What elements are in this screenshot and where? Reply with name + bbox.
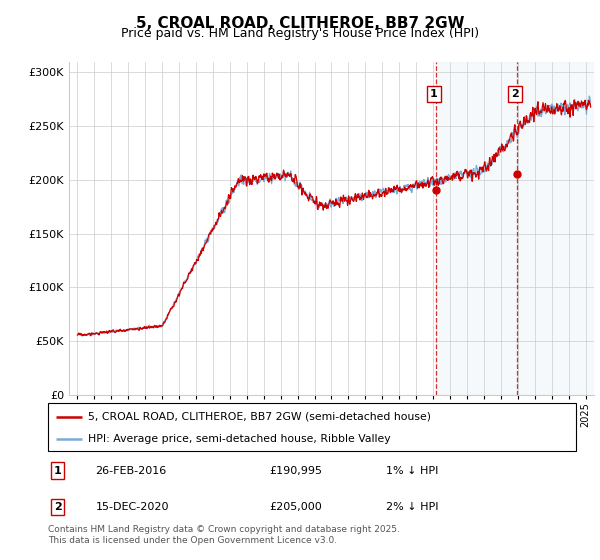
FancyBboxPatch shape <box>48 403 576 451</box>
Text: Price paid vs. HM Land Registry's House Price Index (HPI): Price paid vs. HM Land Registry's House … <box>121 27 479 40</box>
Bar <box>517 62 594 395</box>
Text: 2: 2 <box>512 89 519 99</box>
Text: 1: 1 <box>53 465 61 475</box>
Text: £190,995: £190,995 <box>270 465 323 475</box>
Text: 5, CROAL ROAD, CLITHEROE, BB7 2GW (semi-detached house): 5, CROAL ROAD, CLITHEROE, BB7 2GW (semi-… <box>88 412 431 422</box>
Text: £205,000: £205,000 <box>270 502 323 512</box>
Text: 1% ↓ HPI: 1% ↓ HPI <box>386 465 438 475</box>
Text: 1: 1 <box>430 89 438 99</box>
Text: 26-FEB-2016: 26-FEB-2016 <box>95 465 167 475</box>
Text: Contains HM Land Registry data © Crown copyright and database right 2025.
This d: Contains HM Land Registry data © Crown c… <box>48 525 400 545</box>
Text: 5, CROAL ROAD, CLITHEROE, BB7 2GW: 5, CROAL ROAD, CLITHEROE, BB7 2GW <box>136 16 464 31</box>
Text: 2: 2 <box>53 502 61 512</box>
Text: 2% ↓ HPI: 2% ↓ HPI <box>386 502 439 512</box>
Bar <box>436 62 517 395</box>
Text: 15-DEC-2020: 15-DEC-2020 <box>95 502 169 512</box>
Text: HPI: Average price, semi-detached house, Ribble Valley: HPI: Average price, semi-detached house,… <box>88 434 390 444</box>
